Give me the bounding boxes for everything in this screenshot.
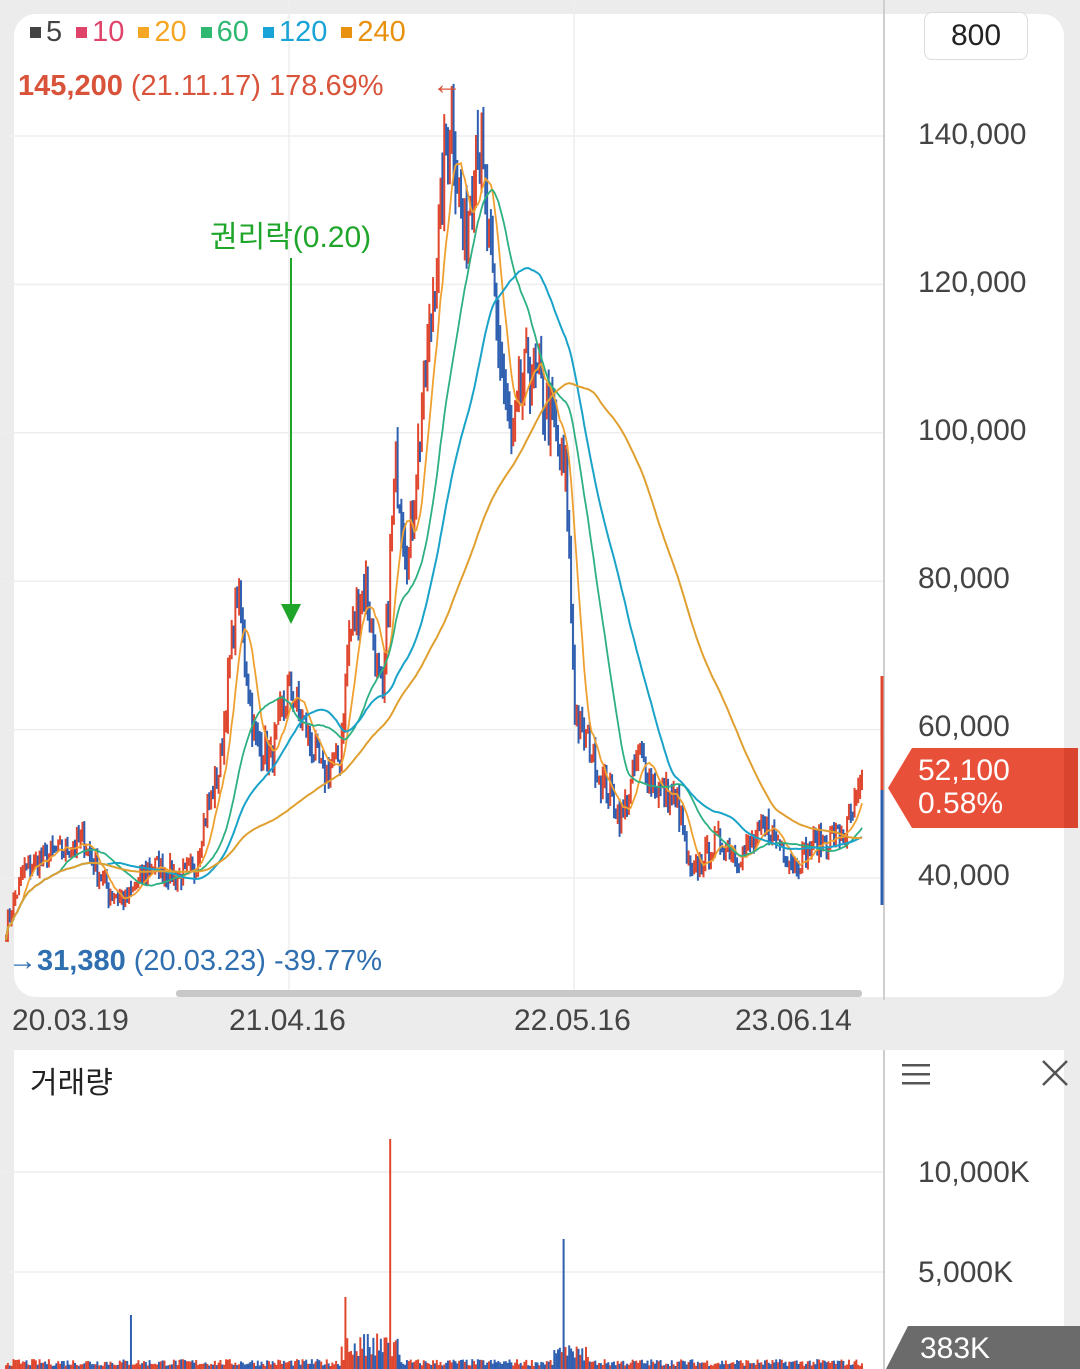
- right-arrow-icon: →: [8, 945, 37, 977]
- left-arrow-icon: ←: [432, 68, 462, 101]
- current-price: 52,100: [918, 754, 1010, 787]
- close-icon[interactable]: [1040, 1058, 1070, 1088]
- current-change: 0.58%: [918, 787, 1004, 820]
- high-date: (21.11.17): [130, 70, 261, 102]
- ma240-line: [5, 382, 863, 940]
- low-price: 31,380: [37, 945, 126, 977]
- volume-panel[interactable]: [14, 1050, 1064, 1369]
- price-chart-panel[interactable]: [14, 14, 1064, 997]
- legend-item-ma20[interactable]: 20: [138, 16, 187, 49]
- legend-item-ma10[interactable]: 10: [76, 16, 124, 49]
- volume-title: 거래량: [30, 1067, 113, 1100]
- x-tick: 21.04.16: [229, 1004, 346, 1037]
- candles: [5, 83, 863, 943]
- volume-y-tick: 5,000K: [918, 1256, 1014, 1289]
- y-tick: 40,000: [918, 859, 1010, 892]
- down-triangle-icon: [281, 604, 301, 624]
- y-tick: 100,000: [918, 414, 1027, 447]
- legend-swatch: [200, 27, 212, 38]
- ex-rights-annotation: 권리락(0.20): [210, 221, 372, 254]
- ma120-line: [5, 266, 863, 940]
- x-tick: 23.06.14: [735, 1004, 852, 1037]
- x-tick: 22.05.16: [514, 1004, 631, 1037]
- legend-item-ma240[interactable]: 240: [341, 16, 406, 49]
- legend-label: 120: [278, 16, 328, 48]
- ma60-line: [5, 189, 863, 940]
- legend-label: 20: [154, 16, 187, 48]
- price-chart[interactable]: [0, 0, 1080, 1000]
- x-tick: 20.03.19: [12, 1004, 129, 1037]
- legend-label: 60: [216, 16, 249, 48]
- legend-item-ma120[interactable]: 120: [262, 16, 328, 49]
- ma20-line: [5, 161, 863, 940]
- legend-item-ma60[interactable]: 60: [200, 16, 249, 49]
- y-tick: 60,000: [918, 710, 1010, 743]
- current-price-tag: 52,100 0.58%: [888, 748, 1078, 828]
- menu-icon[interactable]: [902, 1062, 930, 1086]
- high-price-label: 145,200 (21.11.17) 178.69%: [18, 70, 384, 103]
- legend-swatch: [30, 27, 41, 38]
- high-change: 178.69%: [269, 70, 384, 102]
- legend-swatch: [138, 27, 150, 38]
- legend-label: 5: [46, 16, 63, 48]
- legend-swatch: [262, 27, 274, 38]
- legend-swatch: [76, 27, 88, 38]
- zoom-count-button[interactable]: 800: [924, 12, 1028, 60]
- y-tick: 80,000: [918, 562, 1010, 595]
- volume-y-tick: 10,000K: [918, 1156, 1030, 1189]
- ma-legend: 5 10 20 60 120 240: [30, 16, 406, 49]
- legend-swatch: [341, 27, 353, 38]
- legend-label: 10: [92, 16, 125, 48]
- low-change: -39.77%: [274, 945, 383, 977]
- current-volume-tag: 383K: [886, 1326, 1080, 1369]
- horizontal-scrollbar: [176, 990, 862, 997]
- low-price-label: →31,380 (20.03.23) -39.77%: [8, 945, 382, 978]
- legend-label: 240: [357, 16, 406, 48]
- current-volume: 383K: [920, 1332, 991, 1365]
- high-price: 145,200: [18, 70, 123, 102]
- y-tick: 120,000: [918, 266, 1027, 299]
- legend-item-ma5[interactable]: 5: [30, 16, 62, 49]
- low-date: (20.03.23): [133, 945, 266, 977]
- y-tick: 140,000: [918, 118, 1027, 151]
- volume-chart[interactable]: [0, 1050, 1080, 1369]
